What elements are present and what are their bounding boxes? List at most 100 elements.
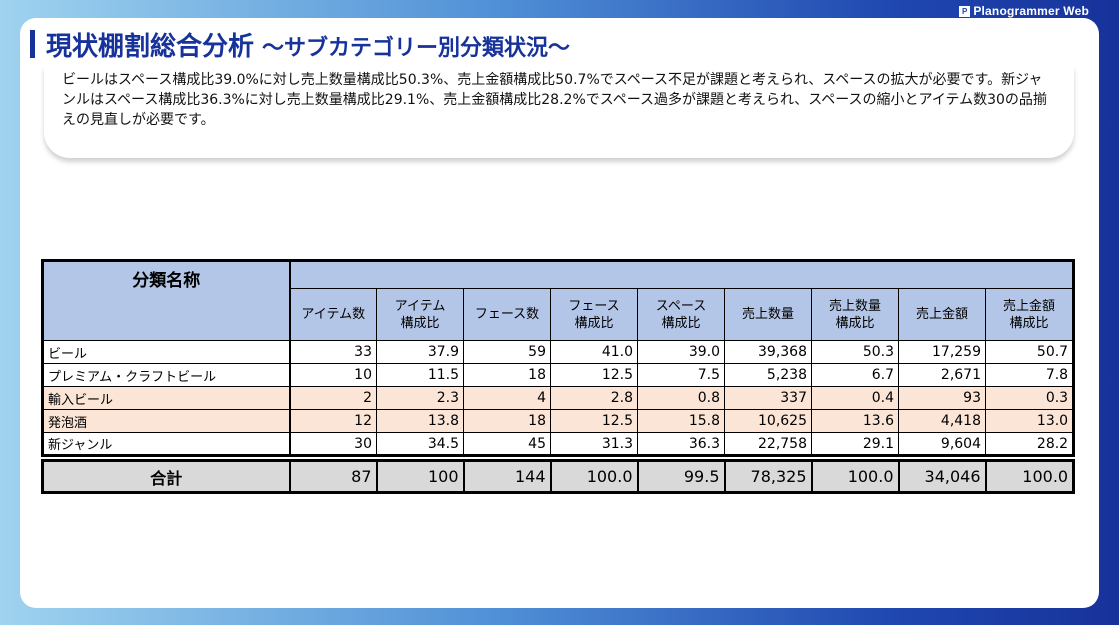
row-value: 13.6 (811, 409, 899, 433)
column-header-line: 売上数量 (741, 307, 794, 322)
row-value: 37.9 (376, 340, 464, 364)
column-header-line: スペース (655, 298, 707, 314)
row-value: 10 (289, 363, 377, 387)
row-value: 30 (289, 432, 377, 457)
row-value: 15.8 (637, 409, 725, 433)
row-value: 5,238 (724, 363, 812, 387)
table-gap-cell (42, 455, 1074, 461)
row-value: 28.2 (984, 432, 1076, 457)
column-header-line: フェース (568, 298, 620, 314)
table-row: 輸入ビール 2 2.3 4 2.8 0.8 337 0.4 93 0.3 (41, 386, 1076, 410)
column-header: アイテム 構成比 (376, 288, 464, 341)
row-value: 7.8 (984, 363, 1076, 387)
column-header: 売上金額 (898, 288, 986, 341)
column-header-line: 構成比 (661, 315, 701, 331)
row-value: 31.3 (550, 432, 638, 457)
total-value: 100.0 (810, 459, 899, 494)
summary-text: ビールはスペース構成比39.0%に対し売上数量構成比50.3%、売上金額構成比5… (62, 72, 1047, 128)
title-sub: ～サブカテゴリー別分類状況～ (262, 36, 571, 61)
column-header-row: アイテム数 アイテム 構成比 フェース数 フェース 構成比 スペース 構成比 売上数量 売上数量構… (43, 288, 1076, 341)
total-label: 合計 (41, 459, 290, 494)
column-header: フェース 構成比 (550, 288, 638, 341)
column-header-line: フェース数 (474, 307, 540, 322)
row-name: プレミアム・クラフトビール (41, 363, 291, 387)
row-value: 41.0 (550, 340, 638, 364)
column-header-line: 構成比 (400, 315, 440, 331)
summary-box: ビールはスペース構成比39.0%に対し売上数量構成比50.3%、売上金額構成比5… (44, 66, 1074, 158)
title-main: 現状棚割総合分析 (46, 32, 255, 62)
column-header-line: 売上数量 (828, 298, 881, 314)
row-value: 0.8 (637, 386, 725, 410)
column-header: フェース数 (463, 288, 551, 341)
row-name: 発泡酒 (41, 409, 291, 433)
header-band (289, 259, 1076, 289)
brand-logo: P Planogrammer Web (959, 4, 1089, 18)
row-value: 39,368 (724, 340, 812, 364)
column-header-line: 構成比 (1009, 315, 1049, 331)
row-value: 337 (724, 386, 812, 410)
row-value: 13.8 (376, 409, 464, 433)
row-value: 22,758 (724, 432, 812, 457)
table-row: 発泡酒 12 13.8 18 12.5 15.8 10,625 13.6 4,418 13.0 (41, 409, 1076, 433)
row-name: ビール (41, 340, 291, 364)
row-value: 34.5 (376, 432, 464, 457)
classification-table: 分類名称 アイテム数 アイテム 構成比 フェース数 フェース 構成比 スペース 構成比 売上数量… (41, 259, 1076, 494)
total-value: 100 (375, 459, 464, 494)
row-value: 0.4 (811, 386, 899, 410)
total-value: 100.0 (549, 459, 638, 494)
row-value: 0.3 (984, 386, 1076, 410)
row-value: 93 (898, 386, 986, 410)
total-value: 99.5 (636, 459, 725, 494)
column-header-line: 構成比 (835, 315, 875, 331)
row-value: 18 (463, 363, 551, 387)
column-header: アイテム数 (288, 288, 377, 341)
row-value: 12 (289, 409, 377, 433)
row-value: 45 (463, 432, 551, 457)
column-header-line: アイテム (394, 298, 446, 314)
table-row: 新ジャンル 30 34.5 45 31.3 36.3 22,758 29.1 9,604 28.2 (41, 432, 1076, 457)
table-row: プレミアム・クラフトビール 10 11.5 18 12.5 7.5 5,238 6.7 2,67… (41, 363, 1076, 387)
row-value: 12.5 (550, 409, 638, 433)
total-row: 合計 87 100 144 100.0 99.5 78,325 100.0 34,046 100.… (41, 459, 1076, 494)
total-value: 100.0 (984, 459, 1076, 494)
row-value: 17,259 (898, 340, 986, 364)
row-value: 12.5 (550, 363, 638, 387)
column-header: 売上金額 構成比 (984, 288, 1076, 341)
row-value: 10,625 (724, 409, 812, 433)
row-value: 18 (463, 409, 551, 433)
total-value: 78,325 (723, 459, 812, 494)
row-value: 2.3 (376, 386, 464, 410)
row-value: 7.5 (637, 363, 725, 387)
row-value: 33 (289, 340, 377, 364)
row-name: 輸入ビール (41, 386, 291, 410)
brand-name: Planogrammer Web (973, 4, 1089, 18)
planogram-icon: P (959, 5, 971, 17)
row-value: 2,671 (898, 363, 986, 387)
title-accent-bar (30, 30, 35, 58)
page-title: 現状棚割総合分析 ～サブカテゴリー別分類状況～ (46, 26, 570, 63)
column-header: スペース 構成比 (637, 288, 725, 341)
row-value: 50.7 (984, 340, 1076, 364)
name-header: 分類名称 (41, 259, 291, 341)
total-value: 34,046 (897, 459, 986, 494)
table-gap (42, 455, 1074, 461)
column-header-line: 構成比 (574, 315, 614, 331)
row-name: 新ジャンル (41, 432, 291, 457)
row-value: 2.8 (550, 386, 638, 410)
row-value: 4 (463, 386, 551, 410)
row-value: 4,418 (898, 409, 986, 433)
header-top-row: 分類名称 (41, 259, 1076, 341)
row-value: 59 (463, 340, 551, 364)
row-value: 6.7 (811, 363, 899, 387)
column-header-line: 売上金額 (915, 307, 968, 322)
row-value: 11.5 (376, 363, 464, 387)
total-value: 144 (462, 459, 551, 494)
row-value: 9,604 (898, 432, 986, 457)
row-value: 2 (289, 386, 377, 410)
column-header-line: 売上金額 (1003, 298, 1056, 314)
row-value: 13.0 (984, 409, 1076, 433)
row-value: 50.3 (811, 340, 899, 364)
column-header: 売上数量 構成比 (811, 288, 899, 341)
row-value: 29.1 (811, 432, 899, 457)
total-value: 87 (288, 459, 377, 494)
